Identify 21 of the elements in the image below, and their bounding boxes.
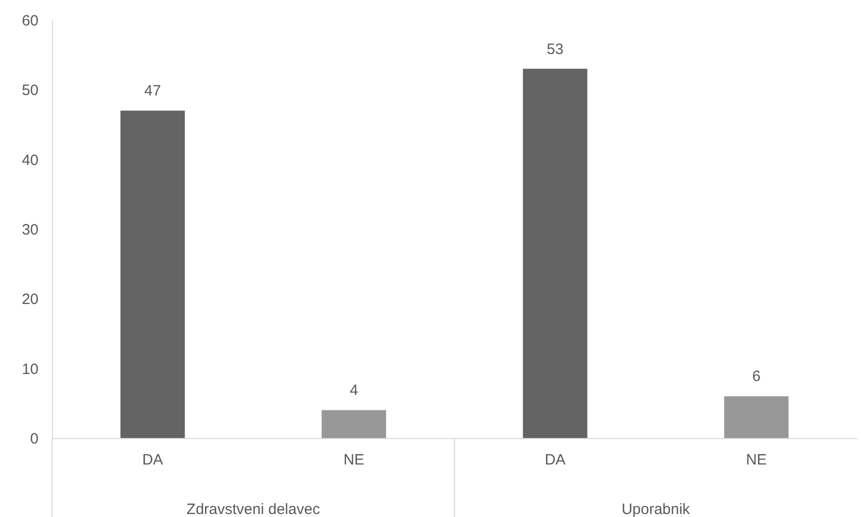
bar xyxy=(120,110,185,438)
data-label: 4 xyxy=(350,382,358,400)
x-tick-label: DA xyxy=(544,452,566,468)
data-label: 53 xyxy=(546,40,564,58)
text: Zdravstveni delavec xyxy=(186,501,320,517)
x-tick-label: DA xyxy=(142,452,164,468)
bar xyxy=(522,68,588,438)
text: Uporabnik xyxy=(622,501,690,517)
x-tick-label: NE xyxy=(343,452,364,468)
y-tick-label: 50 xyxy=(22,82,38,100)
bar xyxy=(724,396,789,438)
x-tick-label: NE xyxy=(746,452,767,468)
y-tick-label: 60 xyxy=(22,12,38,30)
y-tick-label: 20 xyxy=(22,291,38,308)
data-label: 6 xyxy=(752,368,761,386)
bar xyxy=(322,410,386,438)
data-label: 47 xyxy=(144,82,161,100)
y-tick-label: 30 xyxy=(22,222,38,238)
y-tick-label: 40 xyxy=(22,152,38,169)
y-tick-label: 10 xyxy=(22,360,38,378)
y-tick-label: 0 xyxy=(30,430,38,448)
